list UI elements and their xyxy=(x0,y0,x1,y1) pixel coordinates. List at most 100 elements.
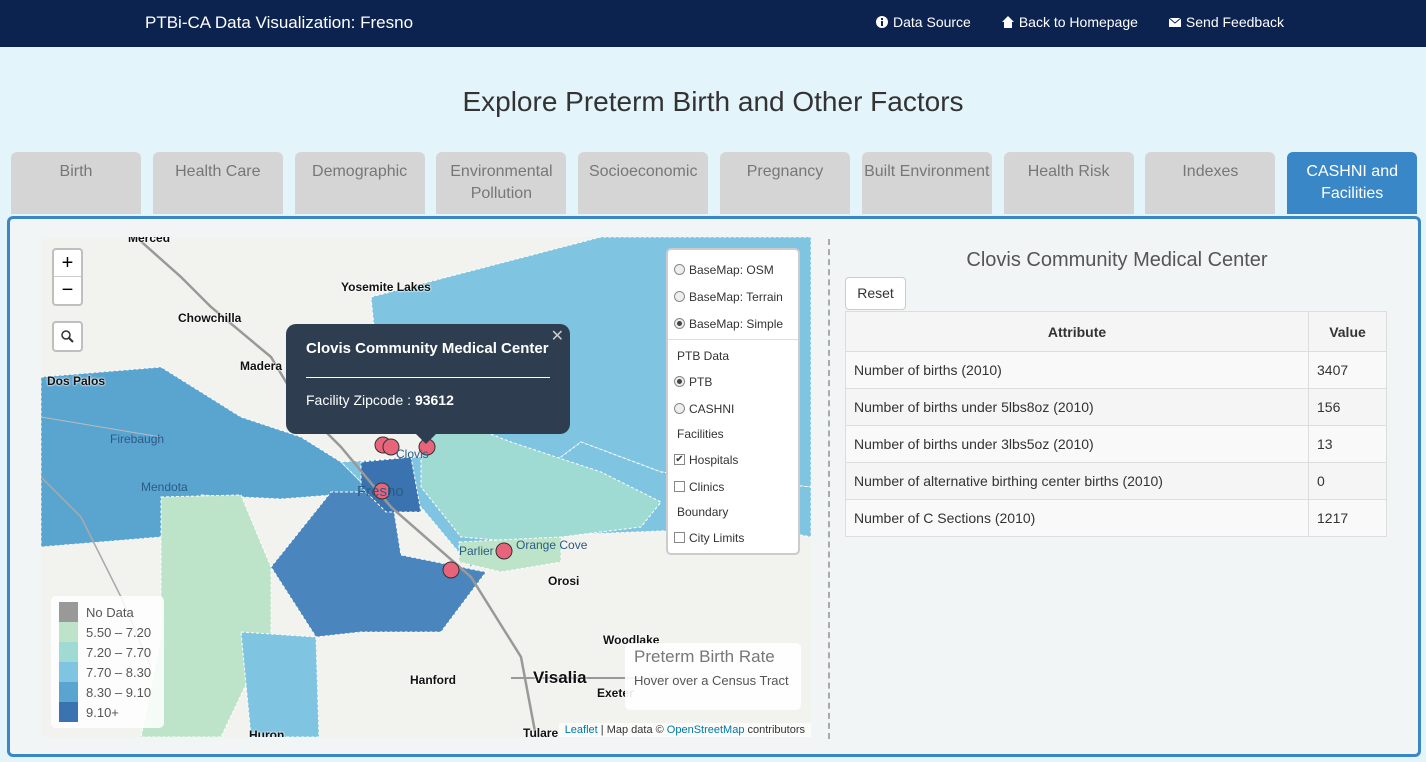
facility-marker[interactable] xyxy=(495,542,513,560)
place-label: Firebaugh xyxy=(110,432,165,446)
option-label: Hospitals xyxy=(689,452,739,467)
leaflet-link[interactable]: Leaflet xyxy=(564,724,598,736)
radio-option[interactable]: BaseMap: Simple xyxy=(674,310,792,337)
info-text: Hover over a Census Tract xyxy=(634,673,789,688)
table-row: Number of births (2010) 3407 xyxy=(845,351,1387,389)
tab[interactable]: Built Environment xyxy=(861,152,992,214)
nav-link-text: Send Feedback xyxy=(1185,14,1284,30)
legend-swatch xyxy=(59,602,78,622)
tab[interactable]: Health Care xyxy=(152,152,283,214)
radio-option[interactable]: CASHNI xyxy=(674,395,792,422)
radio[interactable] xyxy=(674,264,685,275)
legend-swatch xyxy=(59,642,78,662)
checkbox-option[interactable]: City Limits xyxy=(674,524,792,551)
legend-item: 7.70 – 8.30 xyxy=(59,662,156,682)
page-heading: Explore Preterm Birth and Other Factors xyxy=(462,86,964,117)
table-cell: Number of births under 3lbs5oz (2010) xyxy=(845,425,1309,463)
osm-link[interactable]: OpenStreetMap xyxy=(666,724,745,736)
legend-item: 7.20 – 7.70 xyxy=(59,642,156,662)
radio[interactable] xyxy=(674,376,685,387)
column-header: Value xyxy=(1308,311,1387,352)
layer-heading: Facilities xyxy=(677,427,724,441)
popup-close[interactable]: ✕ xyxy=(550,328,564,345)
attribution: Leaflet | Map data © OpenStreetMap contr… xyxy=(558,723,811,737)
content-panel: Merced Yosemite Lakes Chowchilla Madera Dos … xyxy=(7,216,1421,757)
place-label: Merced xyxy=(128,237,171,245)
place-label: Parlier xyxy=(459,544,494,558)
nav-link-text: Back to Homepage xyxy=(1018,14,1138,30)
zoom-out[interactable]: − xyxy=(61,279,74,301)
tab[interactable]: CASHNI and Facilities xyxy=(1287,152,1418,214)
facility-marker[interactable] xyxy=(382,438,400,456)
radio[interactable] xyxy=(674,318,685,329)
road xyxy=(41,416,162,438)
map[interactable]: Merced Yosemite Lakes Chowchilla Madera Dos … xyxy=(41,237,811,737)
place-label: Madera xyxy=(240,359,283,373)
radio-option[interactable]: BaseMap: Terrain xyxy=(674,283,792,310)
checkbox-option[interactable]: Clinics xyxy=(674,473,792,500)
facility-marker[interactable] xyxy=(373,482,391,500)
tab[interactable]: Indexes xyxy=(1145,152,1276,214)
legend-label: 8.30 – 9.10 xyxy=(86,684,152,700)
checkbox[interactable]: ✔ xyxy=(674,454,685,465)
checkbox[interactable] xyxy=(674,532,685,543)
option-label: City Limits xyxy=(689,530,745,545)
table-cell: 1217 xyxy=(1308,499,1387,537)
table-cell: 13 xyxy=(1308,425,1387,463)
brand[interactable]: PTBi-CA Data Visualization: Fresno xyxy=(145,13,414,32)
contributors-text: contributors xyxy=(747,724,805,736)
option-label: BaseMap: OSM xyxy=(689,262,774,277)
zipcode-value: 93612 xyxy=(414,392,454,408)
popup-title: Clovis Community Medical Center xyxy=(306,340,549,357)
facility-marker[interactable] xyxy=(442,561,460,579)
nav-link[interactable]: Data Source xyxy=(875,14,971,30)
tab[interactable]: Demographic xyxy=(294,152,425,214)
tab[interactable]: Environmental Pollution xyxy=(436,152,567,214)
layer-control: BaseMap: OSM BaseMap: Terrain BaseMap: Sim… xyxy=(666,248,800,555)
column-header: Attribute xyxy=(845,311,1309,352)
radio-option[interactable]: PTB xyxy=(674,368,792,395)
info-title: Preterm Birth Rate xyxy=(634,647,775,666)
nav-links: Data Source Back to Homepage Send Feedback xyxy=(875,14,1284,30)
legend-item: 5.50 – 7.20 xyxy=(59,622,156,642)
zoom-in[interactable]: + xyxy=(54,250,81,277)
legend-swatch xyxy=(59,702,78,722)
place-label: Yosemite Lakes xyxy=(341,280,431,294)
layer-heading: Boundary xyxy=(677,505,729,519)
tab[interactable]: Pregnancy xyxy=(720,152,850,214)
info-box: Preterm Birth Rate Hover over a Census T… xyxy=(625,643,801,710)
radio-option[interactable]: BaseMap: OSM xyxy=(674,256,792,283)
region xyxy=(360,456,422,513)
table-row: Number of births under 3lbs5oz (2010) 13 xyxy=(845,425,1387,463)
legend-swatch xyxy=(59,622,78,642)
table-cell: 0 xyxy=(1308,462,1387,500)
tab[interactable]: Health Risk xyxy=(1003,152,1134,214)
map-data-text: | Map data © xyxy=(600,724,664,736)
checkbox-option[interactable]: ✔ Hospitals xyxy=(674,446,792,473)
table-cell: 156 xyxy=(1308,388,1387,426)
nav-link[interactable]: Send Feedback xyxy=(1168,14,1284,30)
search-button[interactable] xyxy=(52,321,83,352)
place-label: Orosi xyxy=(548,574,580,588)
reset-button[interactable]: Reset xyxy=(845,277,906,310)
region xyxy=(420,406,662,543)
nav-icon xyxy=(876,16,889,28)
nav-icon xyxy=(1001,16,1014,28)
table-cell: Number of births (2010) xyxy=(845,351,1309,389)
radio[interactable] xyxy=(674,403,685,414)
nav-link[interactable]: Back to Homepage xyxy=(1001,14,1138,30)
radio[interactable] xyxy=(674,291,685,302)
place-label: Tulare xyxy=(523,726,559,737)
checkbox[interactable] xyxy=(674,481,685,492)
place-label: Mendota xyxy=(141,480,188,494)
region xyxy=(240,631,320,737)
table-row: Number of C Sections (2010) 1217 xyxy=(845,499,1387,537)
zoom-control: + − xyxy=(52,248,83,306)
tab[interactable]: Birth xyxy=(11,152,141,214)
tab[interactable]: Socioeconomic xyxy=(578,152,709,214)
legend-label: 7.70 – 8.30 xyxy=(86,664,152,680)
place-label: Dos Palos xyxy=(47,374,106,388)
details-title: Clovis Community Medical Center xyxy=(966,249,1268,271)
